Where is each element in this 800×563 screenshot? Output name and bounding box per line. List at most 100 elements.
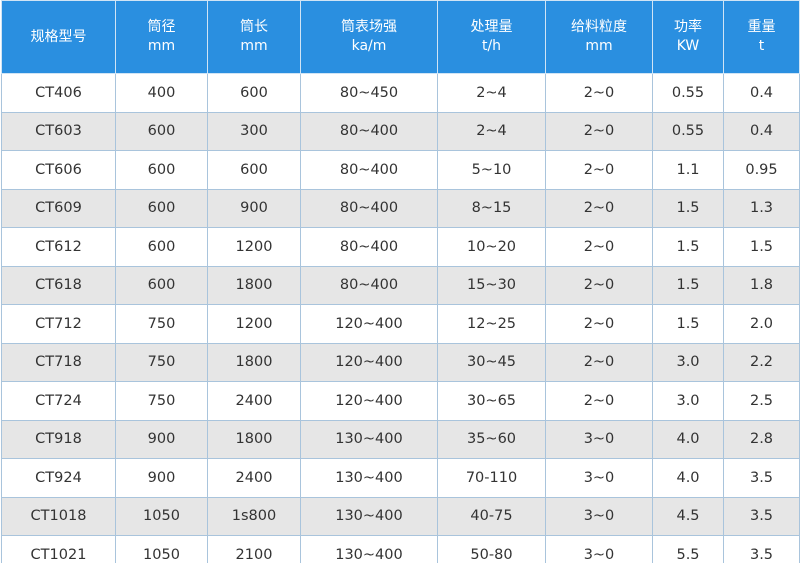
table-cell: 30~45 (437, 342, 546, 382)
table-cell: 0.95 (723, 150, 800, 190)
table-cell: 2.0 (723, 304, 800, 344)
table-cell: 2~0 (545, 111, 653, 151)
table-cell: 2.2 (723, 342, 800, 382)
table-cell: 1200 (207, 227, 301, 267)
table-cell: 130~400 (300, 458, 438, 498)
table-cell: 130~400 (300, 496, 438, 536)
table-cell: 5~10 (437, 150, 546, 190)
header-text: 给料粒度 (571, 19, 627, 35)
table-cell: 5.5 (652, 535, 724, 563)
table-cell: 1050 (115, 496, 208, 536)
table-cell: 130~400 (300, 535, 438, 563)
table-cell: 1800 (207, 419, 301, 459)
header-text: mm (240, 38, 268, 54)
table-cell: 120~400 (300, 304, 438, 344)
header-cell: 筒长 mm (207, 0, 301, 74)
table-cell: 1050 (115, 535, 208, 563)
table-body: CT406 400 600 80~450 2~4 2~0 0.55 0.4 CT603 600 30… (1, 73, 800, 563)
table-cell: 1.3 (723, 188, 800, 228)
header-text: 筒径 (147, 19, 176, 35)
table-cell: 600 (115, 188, 208, 228)
table-cell: 3.5 (723, 458, 800, 498)
table-cell: 1800 (207, 342, 301, 382)
table-cell: 750 (115, 304, 208, 344)
header-cell: 筒径 mm (115, 0, 208, 74)
table-cell: 1.5 (652, 265, 724, 305)
table-row: CT724 750 2400 120~400 30~65 2~0 3.0 2.5 (1, 381, 800, 421)
header-text: 处理量 (470, 19, 513, 35)
table-cell: 40-75 (437, 496, 546, 536)
header-text: 筒长 (240, 19, 268, 35)
table-cell: CT712 (1, 304, 116, 344)
header-text: ka/m (351, 38, 387, 54)
table-cell: 3.0 (652, 381, 724, 421)
table-cell: 2~0 (545, 342, 653, 382)
header-cell: 规格型号 (1, 0, 116, 74)
table-cell: 80~450 (300, 73, 438, 113)
table-cell: 80~400 (300, 150, 438, 190)
table-cell: 2.8 (723, 419, 800, 459)
table-cell: 2400 (207, 458, 301, 498)
header-cell: 重量 t (723, 0, 800, 74)
table-cell: CT924 (1, 458, 116, 498)
table-cell: CT724 (1, 381, 116, 421)
table-cell: 120~400 (300, 381, 438, 421)
table-row: CT1018 1050 1s800 130~400 40-75 3~0 4.5 3.5 (1, 496, 800, 536)
header-text: mm (585, 38, 613, 54)
table-cell: 1.5 (652, 227, 724, 267)
table-cell: 10~20 (437, 227, 546, 267)
table-cell: 750 (115, 342, 208, 382)
table-cell: CT618 (1, 265, 116, 305)
table-cell: 0.55 (652, 73, 724, 113)
table-row: CT712 750 1200 120~400 12~25 2~0 1.5 2.0 (1, 304, 800, 344)
table-row: CT718 750 1800 120~400 30~45 2~0 3.0 2.2 (1, 342, 800, 382)
table-cell: CT612 (1, 227, 116, 267)
header-cell: 功率 KW (652, 0, 724, 74)
table-cell: 2~4 (437, 73, 546, 113)
table-cell: 2~0 (545, 73, 653, 113)
table-cell: 2~0 (545, 381, 653, 421)
table-cell: 2~0 (545, 265, 653, 305)
table-cell: 70-110 (437, 458, 546, 498)
table-cell: 4.0 (652, 419, 724, 459)
table-cell: 15~30 (437, 265, 546, 305)
table-cell: 600 (207, 73, 301, 113)
table-cell: 2.5 (723, 381, 800, 421)
table-cell: CT1018 (1, 496, 116, 536)
table-row: CT924 900 2400 130~400 70-110 3~0 4.0 3.5 (1, 458, 800, 498)
table-cell: 4.5 (652, 496, 724, 536)
table-row: CT606 600 600 80~400 5~10 2~0 1.1 0.95 (1, 150, 800, 190)
table-cell: 80~400 (300, 111, 438, 151)
table-cell: 2~0 (545, 227, 653, 267)
table-cell: CT603 (1, 111, 116, 151)
table-row: CT612 600 1200 80~400 10~20 2~0 1.5 1.5 (1, 227, 800, 267)
header-text: 功率 (674, 19, 702, 35)
table-cell: 80~400 (300, 188, 438, 228)
header-cell: 筒表场强 ka/m (300, 0, 438, 74)
header-text: 重量 (747, 19, 776, 35)
table-cell: 3~0 (545, 496, 653, 536)
table-cell: CT606 (1, 150, 116, 190)
table-cell: 1.5 (723, 227, 800, 267)
table-cell: 50-80 (437, 535, 546, 563)
table-cell: 120~400 (300, 342, 438, 382)
table-cell: 900 (207, 188, 301, 228)
table-cell: 3~0 (545, 458, 653, 498)
table-cell: CT918 (1, 419, 116, 459)
header-row: 规格型号 筒径 mm 筒长 mm 筒表场强 ka/m 处理量 t/h 给料粒度 mm 功率 KW 重量 t (1, 0, 800, 74)
table-cell: 2~0 (545, 150, 653, 190)
table-row: CT918 900 1800 130~400 35~60 3~0 4.0 2.8 (1, 419, 800, 459)
table-cell: 1.8 (723, 265, 800, 305)
table-cell: 1200 (207, 304, 301, 344)
header-text: 筒表场强 (341, 19, 397, 35)
table-cell: 2~0 (545, 188, 653, 228)
table-cell: 0.4 (723, 111, 800, 151)
table-cell: 8~15 (437, 188, 546, 228)
table-cell: 1s800 (207, 496, 301, 536)
table-cell: 1.5 (652, 304, 724, 344)
table-cell: 600 (115, 150, 208, 190)
table-cell: 3.5 (723, 496, 800, 536)
table-cell: 2400 (207, 381, 301, 421)
table-cell: 80~400 (300, 265, 438, 305)
